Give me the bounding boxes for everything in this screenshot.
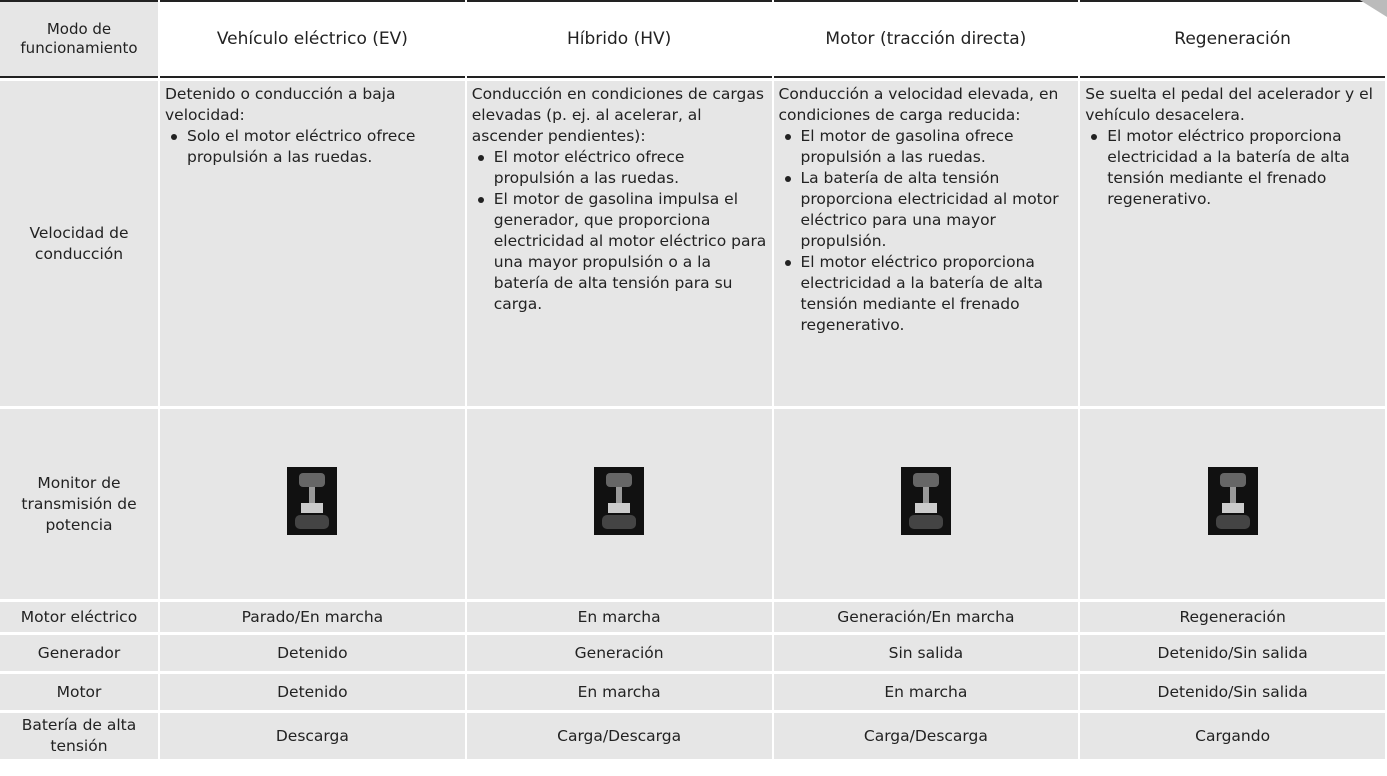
row-label: Motor eléctrico bbox=[0, 602, 158, 632]
table-row: Batería de alta tensión Descarga Carga/Des… bbox=[0, 713, 1385, 759]
power-flow-monitor bbox=[900, 467, 951, 535]
corner-tab bbox=[1359, 0, 1387, 17]
description-intro: Se suelta el pedal del acelerador y el v… bbox=[1085, 85, 1373, 124]
bullet-item: La batería de alta tensión proporciona e… bbox=[784, 168, 1077, 252]
bullet-list: El motor eléctrico proporciona electrici… bbox=[1085, 126, 1383, 210]
header-cell: Vehículo eléctrico (EV) bbox=[160, 0, 465, 78]
bullet-list: El motor de gasolina ofrece propulsión a… bbox=[779, 126, 1077, 336]
value-cell: Generación bbox=[466, 635, 772, 671]
value-cell: Carga/Descarga bbox=[773, 713, 1079, 759]
row-label: Generador bbox=[0, 635, 158, 671]
bullet-item: Solo el motor eléctrico ofrece propulsió… bbox=[171, 126, 463, 168]
row-label: Velocidad de conducción bbox=[0, 81, 158, 406]
value-cell: Detenido/Sin salida bbox=[1080, 635, 1385, 671]
row-label: Monitor de transmisión de potencia bbox=[0, 409, 158, 599]
bullet-list: Solo el motor eléctrico ofrece propulsió… bbox=[165, 126, 463, 168]
value-cell: Detenido bbox=[160, 674, 465, 710]
table-body: Velocidad de conducción Detenido o conduc… bbox=[0, 81, 1385, 759]
bullet-item: El motor de gasolina ofrece propulsión a… bbox=[784, 126, 1077, 168]
description-cell: Conducción en condiciones de cargas elev… bbox=[466, 81, 772, 406]
header-cell: Modo de funcionamiento bbox=[0, 0, 158, 78]
value-cell: Regeneración bbox=[1080, 602, 1385, 632]
bullet-item: El motor eléctrico proporciona electrici… bbox=[1091, 126, 1383, 210]
power-flow-monitor bbox=[1207, 467, 1258, 535]
value-cell: En marcha bbox=[466, 674, 772, 710]
image-cell bbox=[466, 409, 772, 599]
bullet-item: El motor eléctrico ofrece propulsión a l… bbox=[477, 147, 770, 189]
value-cell: Detenido bbox=[160, 635, 465, 671]
description-cell: Detenido o conducción a baja velocidad: S… bbox=[160, 81, 465, 406]
description-cell: Conducción a velocidad elevada, en condi… bbox=[773, 81, 1079, 406]
value-cell: Cargando bbox=[1080, 713, 1385, 759]
bullet-item: El motor de gasolina impulsa el generado… bbox=[477, 189, 770, 315]
description-intro: Conducción a velocidad elevada, en condi… bbox=[778, 85, 1059, 124]
image-cell bbox=[1080, 409, 1385, 599]
value-cell: Detenido/Sin salida bbox=[1080, 674, 1385, 710]
value-cell: Carga/Descarga bbox=[466, 713, 772, 759]
value-cell: En marcha bbox=[466, 602, 772, 632]
bullet-list: El motor eléctrico ofrece propulsión a l… bbox=[472, 147, 770, 315]
description-intro: Detenido o conducción a baja velocidad: bbox=[165, 85, 396, 124]
value-cell: Generación/En marcha bbox=[773, 602, 1079, 632]
table-row: Motor eléctrico Parado/En marcha En marcha… bbox=[0, 602, 1385, 632]
table-row: Monitor de transmisión de potencia bbox=[0, 409, 1385, 599]
header-cell: Motor (tracción directa) bbox=[773, 0, 1079, 78]
value-cell: Sin salida bbox=[773, 635, 1079, 671]
table-row: Velocidad de conducción Detenido o conduc… bbox=[0, 81, 1385, 406]
table-row: Generador Detenido Generación Sin salida Det… bbox=[0, 635, 1385, 671]
header-cell: Híbrido (HV) bbox=[466, 0, 772, 78]
table-row: Motor Detenido En marcha En marcha Detenido/… bbox=[0, 674, 1385, 710]
description-intro: Conducción en condiciones de cargas elev… bbox=[471, 85, 764, 145]
image-cell bbox=[773, 409, 1079, 599]
table-head: Modo de funcionamiento Vehículo eléctrico… bbox=[0, 0, 1385, 78]
value-cell: En marcha bbox=[773, 674, 1079, 710]
row-label: Motor bbox=[0, 674, 158, 710]
value-cell: Descarga bbox=[160, 713, 465, 759]
description-cell: Se suelta el pedal del acelerador y el v… bbox=[1080, 81, 1385, 406]
row-label: Batería de alta tensión bbox=[0, 713, 158, 759]
image-cell bbox=[160, 409, 465, 599]
power-flow-monitor bbox=[287, 467, 338, 535]
header-row: Modo de funcionamiento Vehículo eléctrico… bbox=[0, 0, 1385, 78]
value-cell: Parado/En marcha bbox=[160, 602, 465, 632]
bullet-item: El motor eléctrico proporciona electrici… bbox=[784, 252, 1077, 336]
power-flow-monitor bbox=[594, 467, 645, 535]
header-cell: Regeneración bbox=[1080, 0, 1385, 78]
